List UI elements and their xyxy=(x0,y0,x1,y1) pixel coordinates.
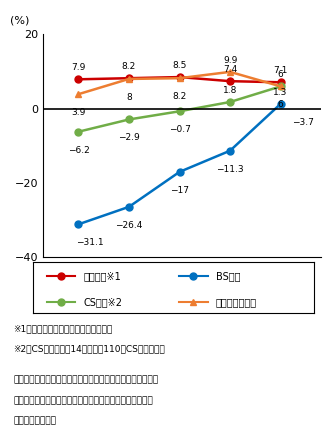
Text: 状況」により作成: 状況」により作成 xyxy=(13,417,56,426)
Text: 1.3: 1.3 xyxy=(273,88,288,97)
Text: ※1　コミュニティ放送を除く地上放送: ※1 コミュニティ放送を除く地上放送 xyxy=(13,324,113,333)
Text: BS放送: BS放送 xyxy=(216,271,241,281)
Text: 7.4: 7.4 xyxy=(223,65,237,74)
Text: −31.1: −31.1 xyxy=(76,238,103,247)
Text: 7.9: 7.9 xyxy=(71,63,86,73)
BS放送 xyxy=(76,222,80,227)
Text: 9.9: 9.9 xyxy=(223,56,237,65)
Text: −3.7: −3.7 xyxy=(292,118,313,127)
Text: CS放送※2: CS放送※2 xyxy=(84,297,123,307)
Text: 7.1: 7.1 xyxy=(273,66,288,76)
BS放送 xyxy=(279,101,283,106)
地上放送※1 xyxy=(228,79,232,84)
Line: 地上放送※1: 地上放送※1 xyxy=(75,74,284,86)
Text: 1.8: 1.8 xyxy=(223,86,237,95)
地上放送※1 xyxy=(76,77,80,82)
Text: −11.3: −11.3 xyxy=(216,165,244,174)
Text: −17: −17 xyxy=(170,186,189,195)
地上放送※1 xyxy=(279,80,283,85)
Text: 8.5: 8.5 xyxy=(172,61,187,70)
Text: −26.4: −26.4 xyxy=(115,221,143,230)
Text: ケーブルテレビ: ケーブルテレビ xyxy=(216,297,257,307)
CS放送※2 xyxy=(76,129,80,134)
ケーブルテレビ xyxy=(76,92,80,97)
BS放送 xyxy=(127,204,131,209)
Line: ケーブルテレビ: ケーブルテレビ xyxy=(75,68,284,98)
Text: 「一般放送事業者及び有線テレビジョン放送事業者の収支: 「一般放送事業者及び有線テレビジョン放送事業者の収支 xyxy=(13,396,153,405)
Line: CS放送※2: CS放送※2 xyxy=(75,83,284,135)
ケーブルテレビ xyxy=(228,69,232,75)
CS放送※2 xyxy=(279,84,283,89)
地上放送※1 xyxy=(177,75,181,80)
Text: 3.9: 3.9 xyxy=(71,108,86,117)
ケーブルテレビ xyxy=(279,84,283,89)
CS放送※2 xyxy=(127,117,131,122)
ケーブルテレビ xyxy=(127,76,131,82)
Text: 6: 6 xyxy=(278,70,284,79)
CS放送※2 xyxy=(228,100,232,105)
BS放送 xyxy=(228,148,232,153)
ケーブルテレビ xyxy=(177,76,181,81)
Text: 8: 8 xyxy=(126,93,132,102)
Text: 6: 6 xyxy=(278,100,284,109)
Text: −0.7: −0.7 xyxy=(168,125,190,134)
Text: −6.2: −6.2 xyxy=(68,145,89,154)
Text: 8.2: 8.2 xyxy=(122,62,136,71)
Text: ※2　CS放送は平成14年度から110度CS放送を含む: ※2 CS放送は平成14年度から110度CS放送を含む xyxy=(13,344,165,353)
Text: 地上放送※1: 地上放送※1 xyxy=(84,271,121,281)
Text: 社団法人日本民間放送連盟「日本民間放送年鑑」及び総務省: 社団法人日本民間放送連盟「日本民間放送年鑑」及び総務省 xyxy=(13,375,158,384)
Text: 8.2: 8.2 xyxy=(172,92,187,101)
BS放送 xyxy=(177,169,181,175)
地上放送※1 xyxy=(127,76,131,81)
Text: (%): (%) xyxy=(10,15,29,25)
CS放送※2 xyxy=(177,109,181,114)
Text: −2.9: −2.9 xyxy=(118,133,140,142)
Line: BS放送: BS放送 xyxy=(75,100,284,228)
